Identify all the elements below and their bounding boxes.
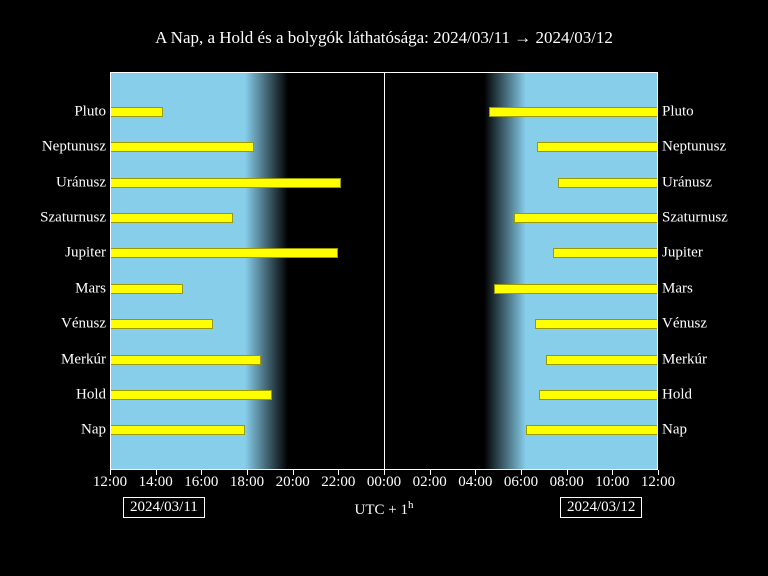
body-label-left: Vénusz [61,316,106,333]
body-label-left: Uránusz [56,174,106,191]
body-label-right: Uránusz [662,174,712,191]
body-label-left: Pluto [74,103,106,120]
x-tick-label: 22:00 [321,474,355,491]
visibility-bar [110,355,261,365]
visibility-bar [110,425,245,435]
visibility-bar [110,319,213,329]
visibility-bar [110,107,163,117]
body-label-left: Neptunusz [42,139,106,156]
x-tick-label: 06:00 [504,474,538,491]
visibility-bar [546,355,658,365]
bg-segment [484,72,525,470]
visibility-chart [110,72,658,470]
visibility-bar [558,178,658,188]
midnight-line [384,72,385,470]
body-label-right: Szaturnusz [662,209,728,226]
body-label-right: Neptunusz [662,139,726,156]
body-label-left: Nap [81,422,106,439]
bg-segment [245,72,288,470]
visibility-bar [110,248,338,258]
body-label-left: Merkúr [61,351,106,368]
bg-segment [110,72,245,470]
visibility-bar [553,248,658,258]
x-tick-label: 08:00 [550,474,584,491]
x-tick-label: 04:00 [458,474,492,491]
body-label-right: Jupiter [662,245,703,262]
x-tick-label: 10:00 [595,474,629,491]
visibility-bar [535,319,658,329]
body-label-right: Pluto [662,103,694,120]
visibility-bar [494,284,658,294]
bg-segment [526,72,658,470]
visibility-bar [110,178,341,188]
x-tick-label: 14:00 [139,474,173,491]
visibility-bar [539,390,658,400]
x-tick-label: 12:00 [641,474,675,491]
utc-label: UTC + 1h [0,499,768,519]
x-tick-label: 18:00 [230,474,264,491]
body-label-right: Nap [662,422,687,439]
chart-title: A Nap, a Hold és a bolygók láthatósága: … [0,28,768,48]
x-tick-label: 16:00 [184,474,218,491]
body-label-right: Hold [662,386,692,403]
visibility-bar [110,390,272,400]
body-label-right: Vénusz [662,316,707,333]
visibility-bar [110,142,254,152]
body-label-right: Merkúr [662,351,707,368]
visibility-bar [537,142,658,152]
body-label-left: Jupiter [65,245,106,262]
body-label-left: Szaturnusz [40,209,106,226]
visibility-bar [489,107,658,117]
bg-segment [288,72,484,470]
visibility-bar [110,284,183,294]
body-label-left: Hold [76,386,106,403]
x-tick-label: 12:00 [93,474,127,491]
body-label-left: Mars [75,280,106,297]
body-label-right: Mars [662,280,693,297]
visibility-bar [526,425,658,435]
visibility-bar [514,213,658,223]
x-tick-label: 00:00 [367,474,401,491]
visibility-bar [110,213,233,223]
x-tick-label: 02:00 [413,474,447,491]
x-tick-label: 20:00 [276,474,310,491]
